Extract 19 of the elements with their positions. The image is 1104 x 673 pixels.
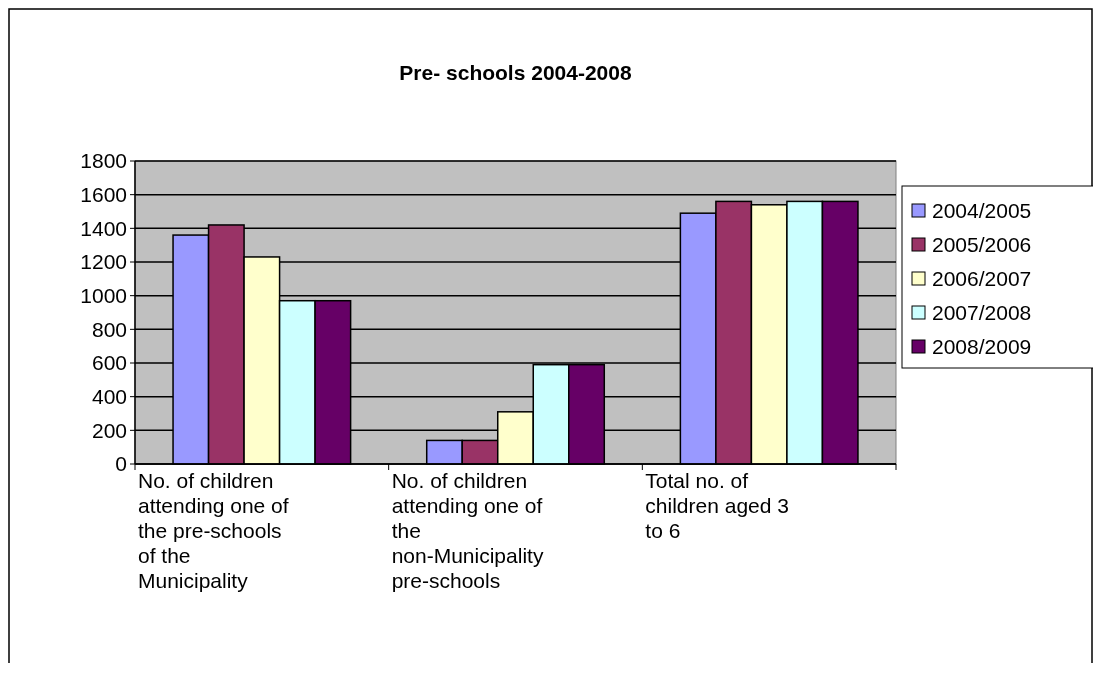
legend-label: 2008/2009	[932, 335, 1032, 359]
y-tick-label: 1400	[80, 216, 127, 240]
y-tick-label: 600	[91, 351, 127, 375]
x-tick-label: Total no. of children aged 3 to 6	[645, 469, 789, 542]
legend-label: 2004/2005	[932, 199, 1032, 223]
legend-label: 2005/2006	[932, 233, 1032, 257]
y-tick-label: 1800	[80, 149, 127, 173]
y-tick-label: 1600	[80, 183, 127, 207]
x-tick-label: No. of children attending one of the non-Municipality pre-schools	[391, 469, 544, 592]
y-tick-label: 1000	[80, 284, 127, 308]
y-tick-label: 800	[91, 317, 127, 341]
x-tick-label: No. of children attending one of the pre-schools of the Municipality	[138, 469, 289, 592]
legend-label: 2007/2008	[932, 301, 1032, 325]
y-tick-label: 0	[115, 452, 127, 476]
legend-label: 2006/2007	[932, 267, 1032, 291]
y-tick-label: 400	[91, 385, 127, 409]
chart-title: Pre- schools 2004-2008	[399, 61, 632, 84]
y-tick-label: 200	[91, 418, 127, 442]
y-tick-label: 1200	[80, 250, 127, 274]
